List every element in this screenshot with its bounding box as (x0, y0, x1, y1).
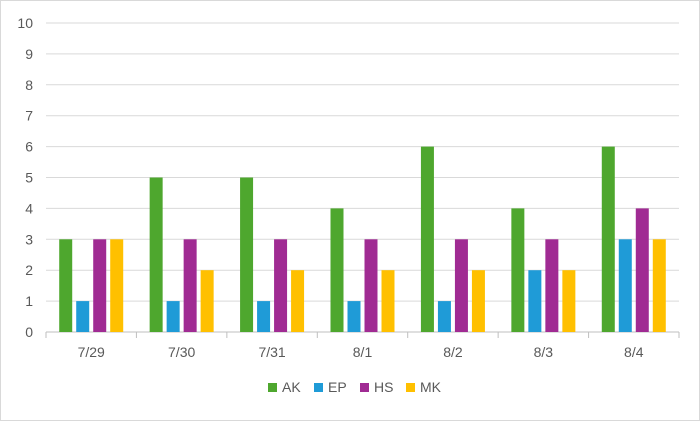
bar-hs-8-1 (364, 239, 378, 332)
bar-mk-7-31 (291, 270, 305, 332)
bar-mk-7-30 (200, 270, 214, 332)
y-tick-label: 1 (25, 293, 33, 309)
y-tick-label: 4 (25, 200, 33, 216)
x-tick-label: 8/4 (624, 344, 644, 360)
legend-item-mk: MK (406, 379, 442, 395)
y-axis-ticks: 0 1 2 3 4 5 6 7 8 9 10 (17, 15, 33, 340)
bar-mk-8-1 (381, 270, 395, 332)
legend-label: AK (282, 379, 301, 395)
bar-ep-7-31 (257, 301, 271, 332)
y-tick-label: 7 (25, 108, 33, 124)
legend-label: MK (420, 379, 442, 395)
bar-ak-7-30 (149, 177, 163, 332)
bar-hs-8-3 (545, 239, 559, 332)
legend-label: HS (374, 379, 393, 395)
x-axis-ticks: 7/29 7/30 7/31 8/1 8/2 8/3 8/4 (78, 344, 644, 360)
bar-hs-8-4 (635, 208, 649, 332)
bar-mk-8-4 (652, 239, 666, 332)
legend-swatch (314, 383, 323, 392)
y-tick-label: 3 (25, 231, 33, 247)
bar-ep-8-2 (437, 301, 451, 332)
legend-swatch (268, 383, 277, 392)
bar-ep-8-3 (528, 270, 542, 332)
legend-swatch (360, 383, 369, 392)
bar-hs-8-2 (454, 239, 468, 332)
bar-ak-8-1 (330, 208, 344, 332)
bar-hs-7-31 (274, 239, 288, 332)
y-tick-label: 6 (25, 139, 33, 155)
bar-mk-8-3 (562, 270, 576, 332)
y-tick-label: 10 (17, 15, 33, 31)
y-tick-label: 0 (25, 324, 33, 340)
x-tick-label: 7/29 (78, 344, 105, 360)
gridlines (45, 22, 680, 338)
legend-swatch (406, 383, 415, 392)
legend-item-hs: HS (360, 379, 393, 395)
legend-label: EP (328, 379, 347, 395)
bar-ep-8-1 (347, 301, 361, 332)
x-tick-label: 7/31 (258, 344, 285, 360)
bar-hs-7-30 (183, 239, 197, 332)
bar-ak-8-4 (601, 146, 615, 332)
x-tick-label: 7/30 (168, 344, 195, 360)
bar-hs-7-29 (93, 239, 107, 332)
bar-ak-7-31 (240, 177, 254, 332)
bar-ep-7-29 (76, 301, 90, 332)
x-tick-label: 8/2 (443, 344, 463, 360)
legend-item-ep: EP (314, 379, 347, 395)
bar-ep-8-4 (618, 239, 632, 332)
bar-ep-7-30 (166, 301, 180, 332)
bar-ak-7-29 (59, 239, 73, 332)
bars (59, 146, 666, 332)
x-tick-label: 8/1 (353, 344, 373, 360)
bar-ak-8-2 (420, 146, 434, 332)
y-tick-label: 2 (25, 262, 33, 278)
y-tick-label: 5 (25, 170, 33, 186)
y-tick-label: 8 (25, 77, 33, 93)
legend-item-ak: AK (268, 379, 301, 395)
y-tick-label: 9 (25, 46, 33, 62)
bar-mk-7-29 (110, 239, 124, 332)
bar-ak-8-3 (511, 208, 525, 332)
bar-mk-8-2 (471, 270, 485, 332)
legend: AK EP HS MK (268, 379, 442, 395)
x-tick-label: 8/3 (534, 344, 554, 360)
